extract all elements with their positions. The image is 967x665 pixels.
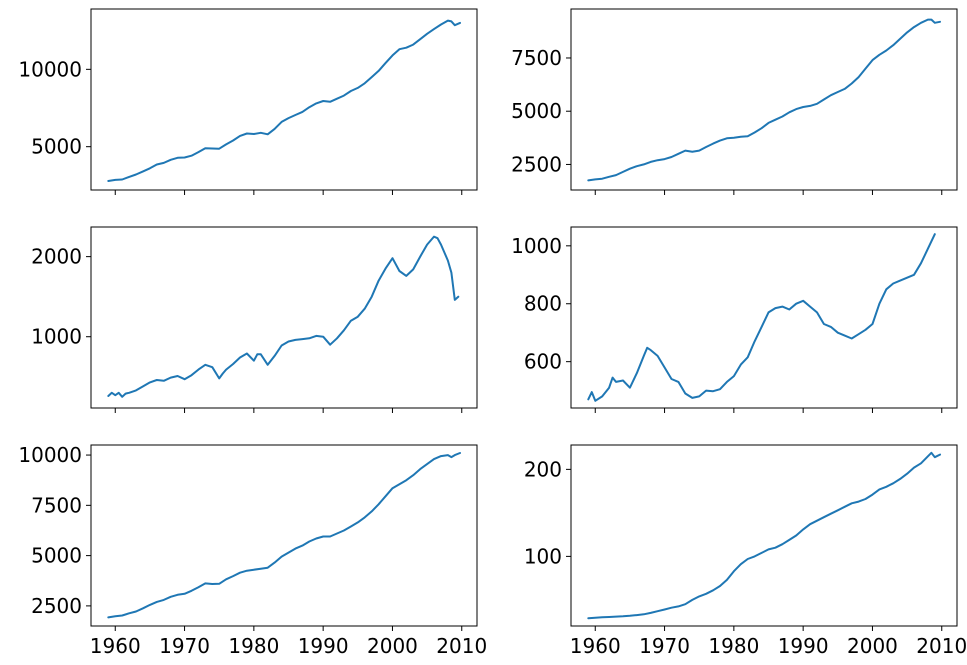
y-tick-label: 5000 — [511, 99, 562, 123]
series-line — [107, 19, 461, 182]
series-line — [587, 233, 936, 402]
y-tick-label: 800 — [524, 292, 562, 316]
y-tick-label: 7500 — [511, 46, 562, 70]
series-line — [587, 451, 941, 620]
y-tick-label: 10000 — [18, 443, 82, 467]
plot-frame — [570, 226, 958, 409]
y-tick-label: 5000 — [31, 544, 82, 568]
y-tick-label: 100 — [524, 544, 562, 568]
x-tick-label: 1990 — [778, 634, 829, 658]
chart-panel-bottom-right: 100 200 1960 1970 1980 1990 2000 2010 — [524, 444, 967, 658]
y-tick-label: 7500 — [31, 493, 82, 517]
y-tick-label: 2000 — [31, 245, 82, 269]
y-tick-label: 5000 — [31, 135, 82, 159]
x-tick-label: 1980 — [708, 634, 759, 658]
y-tick-label: 200 — [524, 457, 562, 481]
x-tick-label: 2000 — [847, 634, 898, 658]
y-tick-label: 2500 — [511, 152, 562, 176]
x-tick-label: 2010 — [916, 634, 967, 658]
chart-panel-middle-left: 1000 2000 — [31, 226, 478, 413]
x-tick-label: 2000 — [367, 634, 418, 658]
chart-panel-middle-right: 600 800 1000 — [511, 226, 958, 413]
x-tick-label: 2010 — [436, 634, 487, 658]
series-line — [107, 452, 461, 619]
y-tick-label: 1000 — [511, 234, 562, 258]
chart-panel-top-right: 2500 5000 7500 — [511, 8, 958, 195]
series-line — [107, 235, 460, 398]
plot-frame — [570, 8, 958, 191]
chart-panel-bottom-left: 2500 5000 7500 10000 1960 1970 1980 1990 2000 201… — [18, 443, 487, 658]
x-tick-label: 1960 — [90, 634, 141, 658]
x-tick-label: 1980 — [228, 634, 279, 658]
plot-frame — [90, 444, 478, 627]
plot-frame — [90, 8, 478, 191]
x-tick-label: 1970 — [639, 634, 690, 658]
x-tick-label: 1990 — [298, 634, 349, 658]
chart-panel-top-left: 5000 10000 — [18, 8, 478, 195]
y-tick-label: 10000 — [18, 57, 82, 81]
y-tick-label: 1000 — [31, 325, 82, 349]
plot-frame — [570, 444, 958, 627]
series-line — [587, 18, 941, 182]
y-tick-label: 2500 — [31, 594, 82, 618]
plot-frame — [90, 226, 478, 409]
x-tick-label: 1970 — [159, 634, 210, 658]
y-tick-label: 600 — [524, 350, 562, 374]
x-tick-label: 1960 — [570, 634, 621, 658]
